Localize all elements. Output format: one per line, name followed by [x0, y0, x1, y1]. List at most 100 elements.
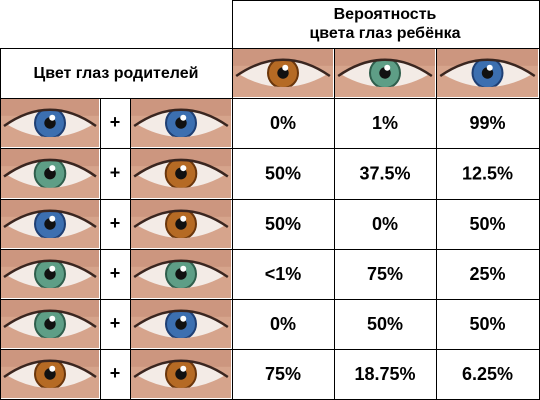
eyelid [235, 58, 331, 78]
highlight [180, 365, 187, 372]
probability: 75% [265, 364, 301, 384]
probability: 18.75% [354, 364, 415, 384]
probability: 99% [469, 113, 505, 133]
probability: 75% [367, 264, 403, 284]
skin-shade [131, 99, 231, 116]
skin-shade [131, 350, 231, 367]
probability: 37.5% [359, 163, 410, 183]
highlight [49, 365, 56, 372]
eye-image [1, 300, 99, 348]
skin-shade [1, 149, 99, 167]
eyelid [133, 359, 229, 379]
skin-shade [233, 49, 333, 66]
eye-image [1, 250, 99, 298]
eye-image [131, 300, 231, 348]
skin-shade [131, 250, 231, 267]
eye-image [1, 350, 99, 398]
eye-image [131, 250, 231, 298]
plus-sign: + [110, 112, 121, 132]
eyelid [439, 58, 536, 78]
highlight [282, 64, 289, 71]
highlight [49, 265, 56, 272]
eye-image [131, 99, 231, 147]
eyelid [3, 158, 97, 178]
plus-sign: + [110, 263, 121, 283]
eyelid [133, 158, 229, 178]
probability: 50% [469, 214, 505, 234]
probability: 0% [270, 113, 296, 133]
skin-shade [1, 250, 99, 267]
skin-shade [1, 350, 99, 367]
skin-shade [1, 300, 99, 317]
highlight [49, 215, 56, 222]
iris-group [165, 361, 197, 388]
title-line: Вероятность [334, 6, 437, 23]
eye-image [131, 200, 231, 248]
eye-image [131, 350, 231, 398]
plus-sign: + [110, 162, 121, 182]
iris-group [471, 60, 504, 87]
iris-group [165, 211, 197, 238]
probability: 12.5% [462, 163, 513, 183]
iris-group [34, 361, 66, 388]
highlight [180, 265, 187, 272]
iris-group [34, 110, 66, 137]
title-line: цвета глаз ребёнка [309, 25, 460, 42]
eyelid [3, 359, 97, 379]
highlight [180, 215, 187, 222]
iris-group [164, 160, 198, 188]
iris-group [267, 60, 299, 87]
eye-image [1, 200, 99, 248]
iris-group [34, 311, 66, 338]
eyelid [3, 108, 97, 128]
skin-shade [1, 200, 99, 217]
iris-group [165, 261, 197, 288]
highlight [384, 64, 391, 71]
highlight [180, 315, 187, 322]
skin-shade [1, 99, 99, 116]
eyelid [133, 108, 229, 128]
skin-shade [335, 49, 435, 66]
skin-shade [131, 200, 231, 217]
highlight [486, 64, 493, 71]
parents-label: Цвет глаз родителей [34, 65, 199, 82]
highlight [49, 315, 56, 322]
plus-sign: + [110, 213, 121, 233]
eye-image [437, 49, 538, 97]
iris-group [33, 160, 67, 188]
iris-group [34, 211, 66, 238]
probability: 25% [469, 264, 505, 284]
highlight [180, 114, 187, 121]
eyelid [337, 58, 433, 78]
eye-image [335, 49, 435, 97]
probability: 50% [265, 214, 301, 234]
probability: 50% [265, 163, 301, 183]
highlight [49, 114, 56, 121]
probability: 0% [372, 214, 398, 234]
probability: 50% [367, 314, 403, 334]
plus-sign: + [110, 363, 121, 383]
eyelid [3, 259, 97, 279]
eyelid [133, 309, 229, 329]
probability: <1% [265, 264, 302, 284]
plus-sign: + [110, 313, 121, 333]
skin-shade [131, 300, 231, 317]
probability: 1% [372, 113, 398, 133]
iris-group [165, 311, 197, 338]
skin-shade [437, 49, 538, 66]
probability: 50% [469, 314, 505, 334]
highlight [180, 165, 187, 172]
eye-image [233, 49, 333, 97]
eye-image [131, 149, 231, 198]
skin-shade [131, 149, 231, 167]
iris-group [165, 110, 197, 137]
iris-group [369, 60, 401, 87]
eyelid [3, 309, 97, 329]
highlight [49, 165, 56, 172]
eyelid [133, 259, 229, 279]
probability: 6.25% [462, 364, 513, 384]
iris-group [34, 261, 66, 288]
eye-image [1, 149, 99, 198]
eyelid [133, 209, 229, 229]
